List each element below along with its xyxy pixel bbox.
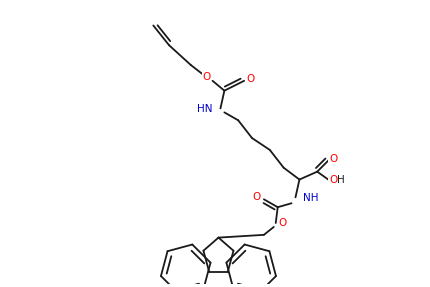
Text: O: O bbox=[246, 74, 254, 84]
Text: NH: NH bbox=[303, 193, 318, 203]
Text: O: O bbox=[252, 192, 261, 202]
Text: O: O bbox=[202, 72, 210, 82]
Text: O: O bbox=[328, 154, 336, 164]
Text: O: O bbox=[328, 174, 336, 185]
Text: H: H bbox=[336, 174, 344, 185]
Text: HN: HN bbox=[197, 104, 212, 115]
Text: O: O bbox=[278, 218, 286, 228]
